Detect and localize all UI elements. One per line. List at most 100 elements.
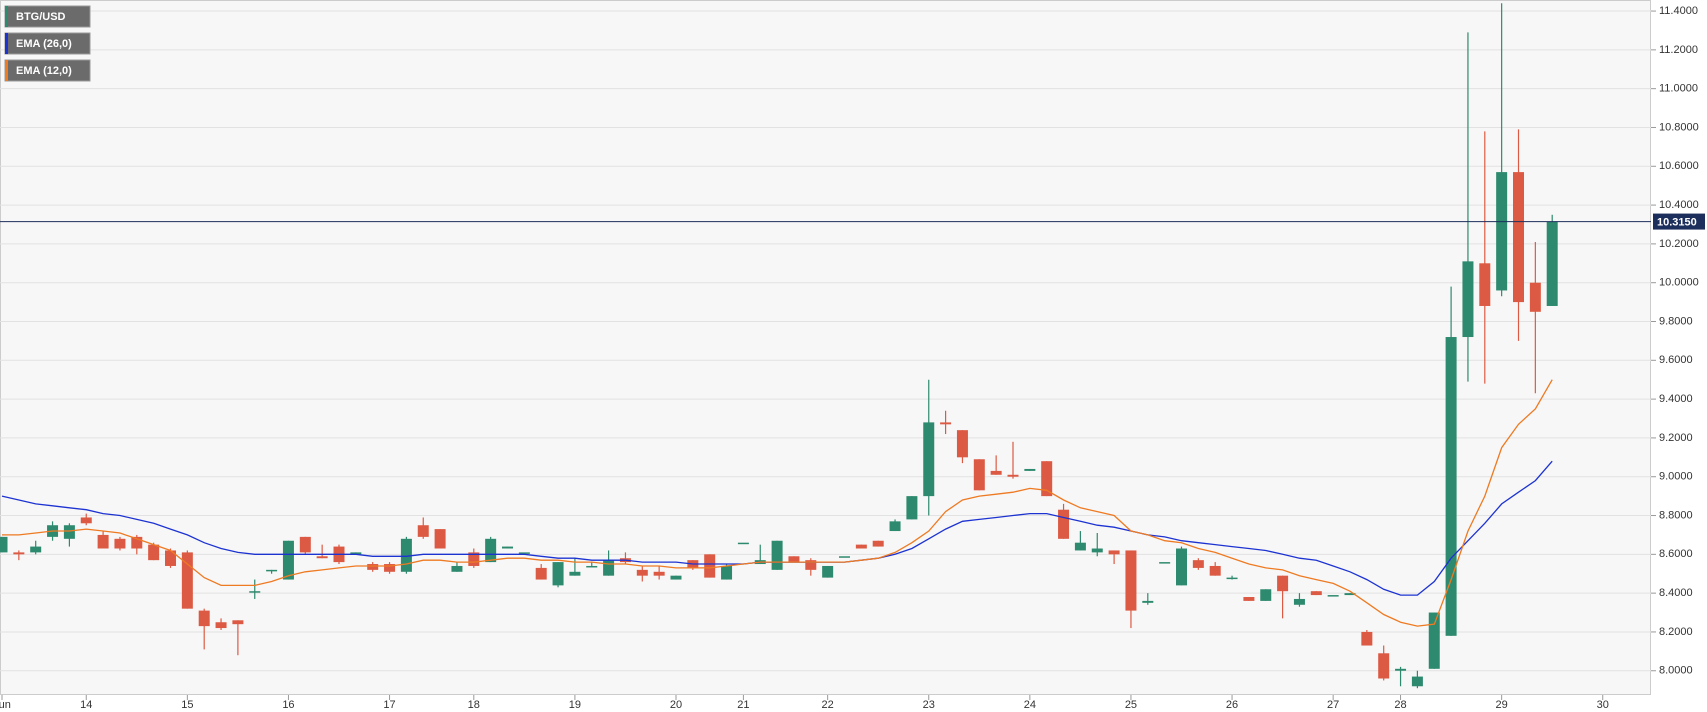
legend-label: EMA (12,0) bbox=[16, 65, 72, 77]
x-tick-label: 22 bbox=[822, 699, 834, 711]
candle-body bbox=[1226, 577, 1238, 580]
candle-body bbox=[485, 538, 497, 563]
candle-body bbox=[653, 571, 665, 576]
candle-body bbox=[468, 552, 480, 566]
candle-body bbox=[1277, 575, 1289, 592]
legend-label: BTG/USD bbox=[16, 11, 66, 23]
candle-body bbox=[704, 554, 716, 578]
candle-body bbox=[417, 525, 429, 537]
y-tick-label: 8.0000 bbox=[1659, 665, 1693, 677]
candle-body bbox=[569, 571, 581, 576]
candle-body bbox=[956, 430, 968, 458]
candle-body bbox=[97, 534, 109, 549]
candle-body bbox=[839, 556, 850, 558]
candle-body bbox=[1091, 548, 1103, 553]
candle-body bbox=[215, 622, 227, 629]
candle-body bbox=[1209, 565, 1221, 576]
y-tick-label: 9.8000 bbox=[1659, 315, 1693, 327]
candle-body bbox=[1007, 474, 1019, 477]
x-tick-label: 28 bbox=[1394, 699, 1406, 711]
candle-body bbox=[940, 422, 952, 425]
candle-body bbox=[316, 556, 328, 559]
candle-body bbox=[502, 546, 513, 549]
candle-body bbox=[384, 564, 396, 572]
candle-body bbox=[1344, 593, 1356, 596]
candle-body bbox=[1361, 631, 1373, 646]
y-tick-label: 9.0000 bbox=[1659, 471, 1693, 483]
candle-body bbox=[855, 544, 867, 549]
ema-line bbox=[2, 379, 1553, 627]
candle-body bbox=[350, 552, 362, 555]
candle-body bbox=[282, 540, 294, 580]
candle-body bbox=[198, 610, 210, 627]
x-tick-label: 19 bbox=[569, 699, 581, 711]
candle-body bbox=[1125, 550, 1137, 611]
legend-item: BTG/USD bbox=[4, 5, 91, 28]
candle-body bbox=[30, 546, 42, 553]
candle-body bbox=[1293, 598, 1305, 605]
candle-body bbox=[805, 560, 817, 570]
candle-body bbox=[1260, 589, 1272, 601]
candle-body bbox=[889, 521, 901, 532]
y-tick-label: 10.0000 bbox=[1659, 277, 1699, 289]
x-tick-label: 27 bbox=[1327, 699, 1339, 711]
candle-body bbox=[1546, 221, 1558, 306]
y-tick-label: 11.0000 bbox=[1659, 83, 1698, 95]
candle-body bbox=[771, 540, 783, 570]
x-tick-label: 16 bbox=[282, 699, 294, 711]
x-tick-label: 18 bbox=[468, 699, 480, 711]
candle-body bbox=[434, 529, 446, 549]
x-tick-label: 17 bbox=[383, 699, 395, 711]
candle-body bbox=[1176, 548, 1187, 586]
candle-body bbox=[990, 470, 1002, 475]
candle-body bbox=[1529, 282, 1541, 312]
legend-swatch bbox=[5, 33, 8, 54]
candle-body bbox=[822, 565, 834, 578]
candle-body bbox=[1479, 263, 1491, 306]
candle-body bbox=[1411, 676, 1423, 687]
candle-body bbox=[63, 525, 75, 539]
candle-body bbox=[1462, 261, 1474, 338]
candle-body bbox=[0, 536, 8, 553]
legend-label: EMA (26,0) bbox=[16, 38, 72, 50]
candle-body bbox=[636, 569, 648, 576]
legend-swatch bbox=[5, 60, 8, 81]
last-price-label: 10.3150 bbox=[1657, 216, 1697, 228]
candle-body bbox=[1108, 550, 1120, 555]
y-tick-label: 8.4000 bbox=[1659, 587, 1693, 599]
candle-body bbox=[973, 459, 985, 491]
candle-body bbox=[1395, 668, 1407, 671]
y-tick-label: 9.4000 bbox=[1659, 393, 1693, 405]
candle-body bbox=[367, 564, 379, 570]
candle-body bbox=[603, 560, 615, 576]
candle-body bbox=[1310, 591, 1322, 596]
y-tick-label: 10.2000 bbox=[1659, 238, 1699, 250]
candle-body bbox=[114, 538, 126, 549]
candle-body bbox=[1058, 509, 1070, 539]
plot-area bbox=[0, 0, 1651, 695]
candle-body bbox=[923, 422, 935, 497]
x-tick-label: 25 bbox=[1125, 699, 1137, 711]
candle-body bbox=[1192, 560, 1204, 568]
candle-body bbox=[721, 565, 733, 580]
y-tick-label: 11.4000 bbox=[1659, 5, 1698, 17]
candle-body bbox=[1041, 461, 1053, 497]
candle-body bbox=[148, 544, 160, 561]
x-tick-label: 26 bbox=[1226, 699, 1238, 711]
candle-body bbox=[872, 540, 884, 547]
candle-body bbox=[737, 542, 749, 545]
candle-body bbox=[788, 556, 800, 563]
candle-body bbox=[80, 517, 92, 524]
y-tick-label: 10.8000 bbox=[1659, 121, 1699, 133]
candle-body bbox=[535, 567, 547, 580]
legend-item: EMA (12,0) bbox=[4, 59, 91, 82]
x-tick-label: 30 bbox=[1597, 699, 1609, 711]
x-tick-label: 23 bbox=[923, 699, 935, 711]
candle-body bbox=[1445, 337, 1457, 636]
candle-body bbox=[400, 538, 412, 572]
candle-body bbox=[451, 565, 463, 572]
candle-body bbox=[1513, 172, 1524, 303]
x-tick-label: 21 bbox=[737, 699, 749, 711]
x-tick-label: 15 bbox=[181, 699, 193, 711]
